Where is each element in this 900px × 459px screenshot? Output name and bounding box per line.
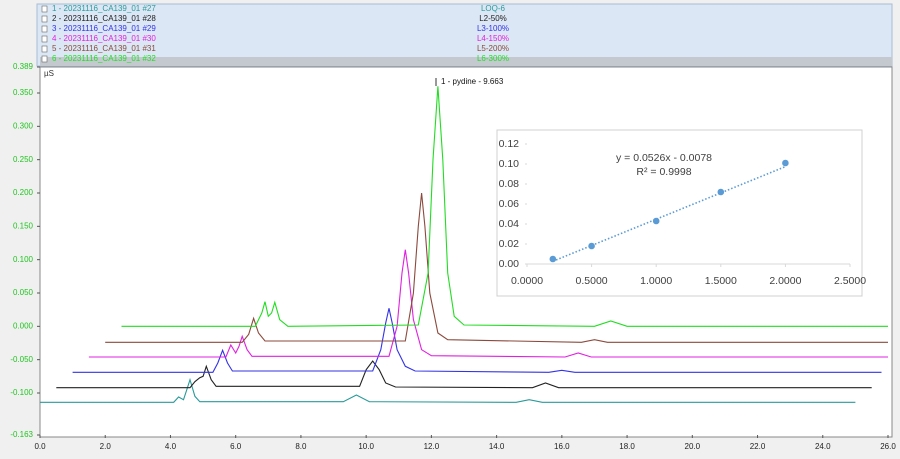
y-tick-label: 0.300 — [13, 121, 34, 130]
legend-label: L5-200% — [477, 44, 509, 53]
y-tick-label: 0.389 — [13, 62, 34, 71]
inset-chart — [496, 129, 863, 297]
x-tick-label: 16.0 — [554, 442, 570, 451]
legend-icon — [41, 25, 48, 33]
y-tick-label: 0.050 — [13, 288, 34, 297]
trace — [88, 249, 888, 358]
y-tick-label: 0.250 — [13, 155, 34, 164]
legend-icon — [41, 35, 48, 43]
x-tick-label: 14.0 — [489, 442, 505, 451]
x-tick-label: 26.0 — [880, 442, 896, 451]
y-tick-label: 0.000 — [13, 321, 34, 330]
x-tick-label: 22.0 — [750, 442, 766, 451]
legend-icon — [41, 55, 48, 63]
x-tick-label: 1.5000 — [705, 275, 737, 287]
point — [549, 255, 557, 263]
y-tick-label: 0.10 — [499, 158, 520, 170]
x-tick-label: 24.0 — [815, 442, 831, 451]
y-tick-label: -0.100 — [10, 388, 33, 397]
trace — [105, 192, 888, 343]
y-tick-label: 0.150 — [13, 221, 34, 230]
point — [652, 217, 660, 225]
selected-row — [40, 57, 892, 66]
y-tick-label: 0.200 — [13, 188, 34, 197]
legend-name: 5 - 20231116_CA139_01 #31 — [52, 44, 156, 53]
x-tick-label: 0.0000 — [511, 275, 543, 287]
legend-name: 6 - 20231116_CA139_01 #32 — [52, 54, 156, 63]
y-unit: µS — [44, 69, 54, 78]
x-tick-label: 18.0 — [619, 442, 635, 451]
y-tick-label: 0.04 — [499, 218, 520, 230]
point — [782, 159, 789, 167]
y-tick-label: 0.350 — [13, 88, 34, 97]
x-tick-label: 1.0000 — [640, 275, 672, 287]
legend-name: 1 - 20231116_CA139_01 #27 — [52, 4, 156, 13]
annotation: 1 - pydine - 9.663 — [441, 77, 504, 86]
x-tick-label: 12.0 — [424, 442, 440, 451]
x-tick-label: 4.0 — [165, 442, 177, 451]
x-tick-label: 8.0 — [295, 442, 307, 451]
y-tick-label: 0.12 — [499, 138, 520, 150]
legend-name: 2 - 20231116_CA139_01 #28 — [52, 14, 156, 23]
trace — [40, 377, 856, 403]
x-tick-label: 2.0 — [100, 442, 112, 451]
legend-label: L4-150% — [477, 34, 509, 43]
y-tick-label: -0.050 — [10, 355, 33, 364]
trace — [121, 86, 888, 327]
y-tick-label: 0.00 — [499, 258, 520, 270]
legend-name: 3 - 20231116_CA139_01 #29 — [52, 24, 156, 33]
legend-icon — [41, 15, 48, 23]
x-tick-label: 10.0 — [358, 442, 374, 451]
x-tick-label: 2.0000 — [769, 275, 801, 287]
y-tick-label: 0.02 — [499, 238, 520, 250]
x-tick-label: 6.0 — [230, 442, 242, 451]
trace — [56, 360, 872, 389]
y-tick-label: -0.163 — [10, 430, 33, 439]
x-tick-label: 0.0 — [34, 442, 46, 451]
legend-panel — [36, 3, 893, 67]
legend-label: L6-300% — [477, 54, 509, 63]
x-tick-label: 0.5000 — [576, 275, 608, 287]
legend-label: L3-100% — [477, 24, 509, 33]
point — [717, 188, 725, 196]
legend-icon — [41, 5, 48, 13]
legend-icon — [41, 45, 48, 53]
point — [588, 242, 595, 250]
y-tick-label: 0.08 — [499, 178, 520, 190]
x-tick-label: 20.0 — [685, 442, 701, 451]
trend-r2: R² = 0.9998 — [636, 166, 691, 178]
legend-name: 4 - 20231116_CA139_01 #30 — [52, 34, 156, 43]
x-tick-label: 2.5000 — [834, 275, 866, 287]
legend-label: L2-50% — [479, 14, 507, 23]
y-tick-label: 0.06 — [499, 198, 520, 210]
trend-equation: y = 0.0526x - 0.0078 — [616, 152, 712, 164]
legend-label: LOQ-6 — [481, 4, 506, 13]
y-tick-label: 0.100 — [13, 255, 34, 264]
trace — [72, 308, 882, 373]
